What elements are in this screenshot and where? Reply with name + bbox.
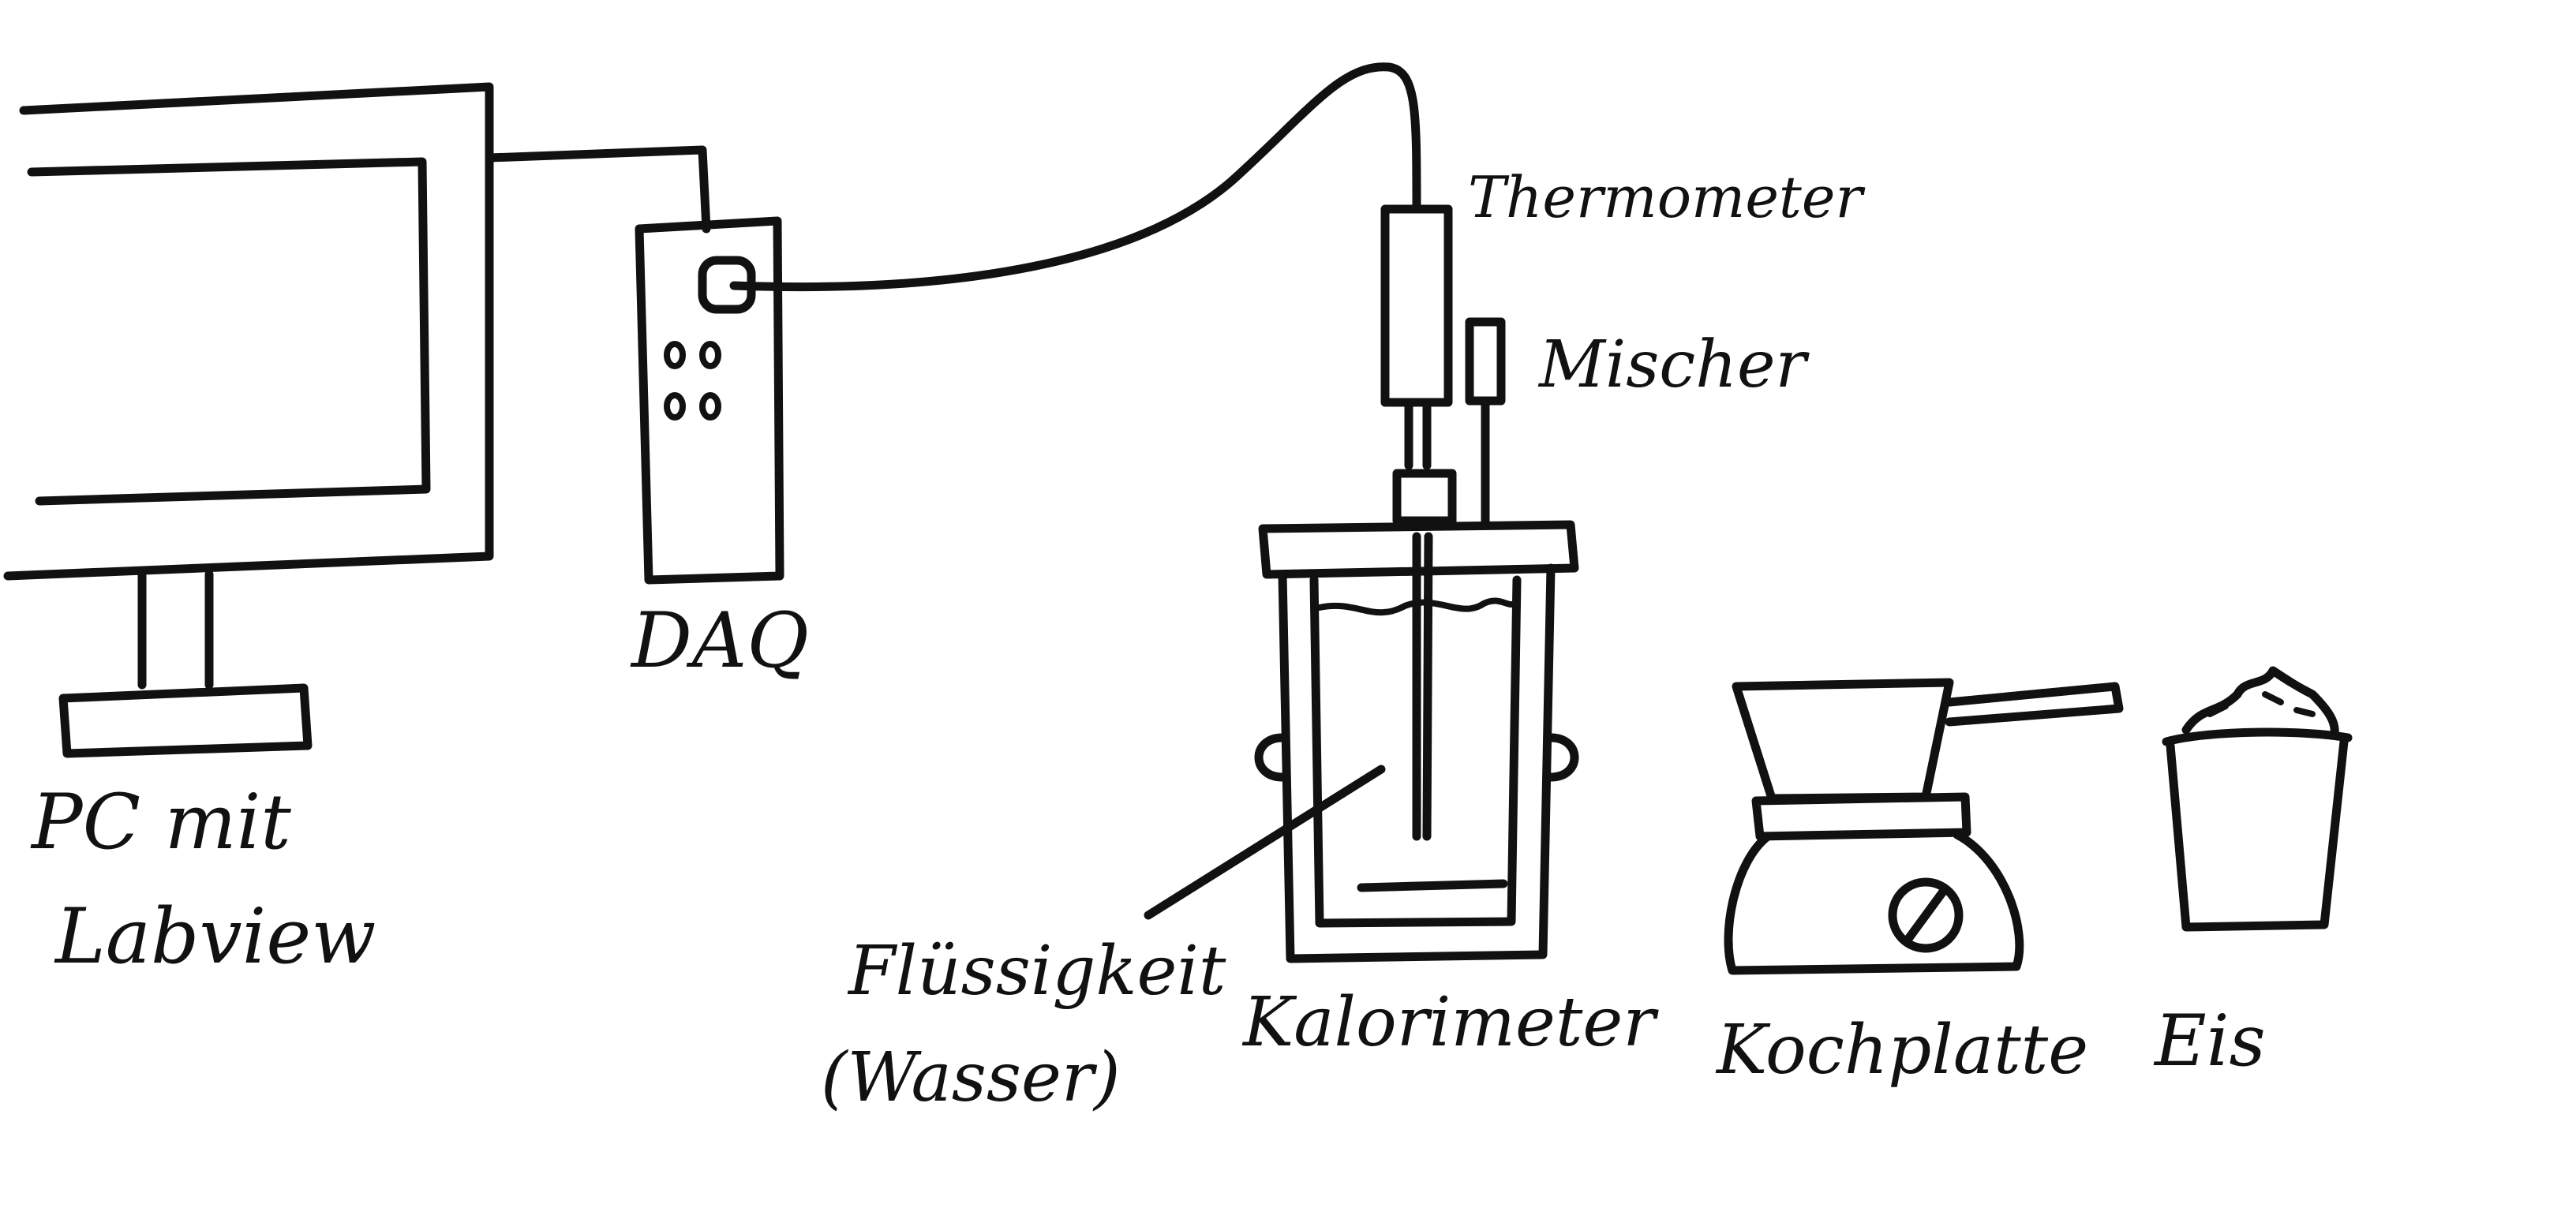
thermometer-probe	[1412, 532, 1433, 841]
monitor-frame	[3, 82, 494, 581]
calorimeter-lid	[1258, 520, 1579, 579]
daq-device	[635, 216, 784, 585]
mixer-label: Mischer	[1537, 327, 1810, 402]
daq-led	[664, 392, 686, 421]
daq-led	[664, 341, 686, 369]
hotplate-top	[1751, 792, 1971, 841]
daq-led	[699, 341, 721, 369]
cable-pc-daq	[485, 145, 711, 234]
calorimeter-label: Kalorimeter	[1241, 983, 1659, 1062]
pot-body	[1732, 678, 1954, 803]
thermometer-label: Thermometer	[1468, 164, 1865, 230]
cup-body	[2166, 737, 2349, 932]
hotplate-base	[1724, 830, 2024, 975]
liquid-label-line1: Flüssigkeit	[847, 932, 1226, 1011]
calorimeter-handle-right	[1546, 733, 1579, 782]
calorimeter-inner-wall	[1309, 575, 1522, 928]
ice-cubes	[2181, 666, 2339, 739]
pc-label-line2: Labview	[54, 892, 376, 981]
calorimeter	[1254, 520, 1579, 963]
monitor-stand-base	[58, 683, 313, 758]
pc-label-line1: PC mit	[30, 778, 291, 866]
cup-rim	[2162, 727, 2353, 746]
thermometer-neck	[1404, 398, 1432, 470]
daq-box	[635, 216, 784, 585]
hotplate-label: Kochplatte	[1715, 1011, 2088, 1090]
thermometer-body	[1380, 204, 1453, 407]
mixer-motor	[1465, 317, 1506, 406]
ice-cube-details	[2207, 691, 2316, 717]
daq-label: DAQ	[630, 596, 809, 685]
stirrer-blade	[1357, 879, 1508, 892]
ice-label: Eis	[2153, 1000, 2266, 1083]
liquid-label-line2: (Wasser)	[821, 1038, 1121, 1117]
monitor-stand-neck	[137, 570, 214, 690]
hotplate-knob	[1888, 877, 1964, 953]
pot-handle	[1945, 682, 2124, 727]
hotplate	[1724, 678, 2124, 975]
cable-daq-thermometer	[729, 62, 1421, 292]
calorimeter-outer-wall	[1278, 563, 1556, 963]
ice-cup	[2162, 666, 2353, 932]
hotplate-knob-indicator	[1904, 887, 1948, 944]
thermometer	[1380, 204, 1457, 841]
pc-monitor	[3, 82, 494, 758]
thermometer-stopper	[1392, 469, 1457, 525]
monitor-screen	[27, 157, 431, 506]
calorimeter-handle-left	[1254, 733, 1287, 782]
liquid-pointer-line	[1144, 765, 1386, 920]
daq-led	[699, 392, 721, 421]
liquid-surface	[1316, 597, 1518, 616]
mixer	[1465, 317, 1506, 525]
